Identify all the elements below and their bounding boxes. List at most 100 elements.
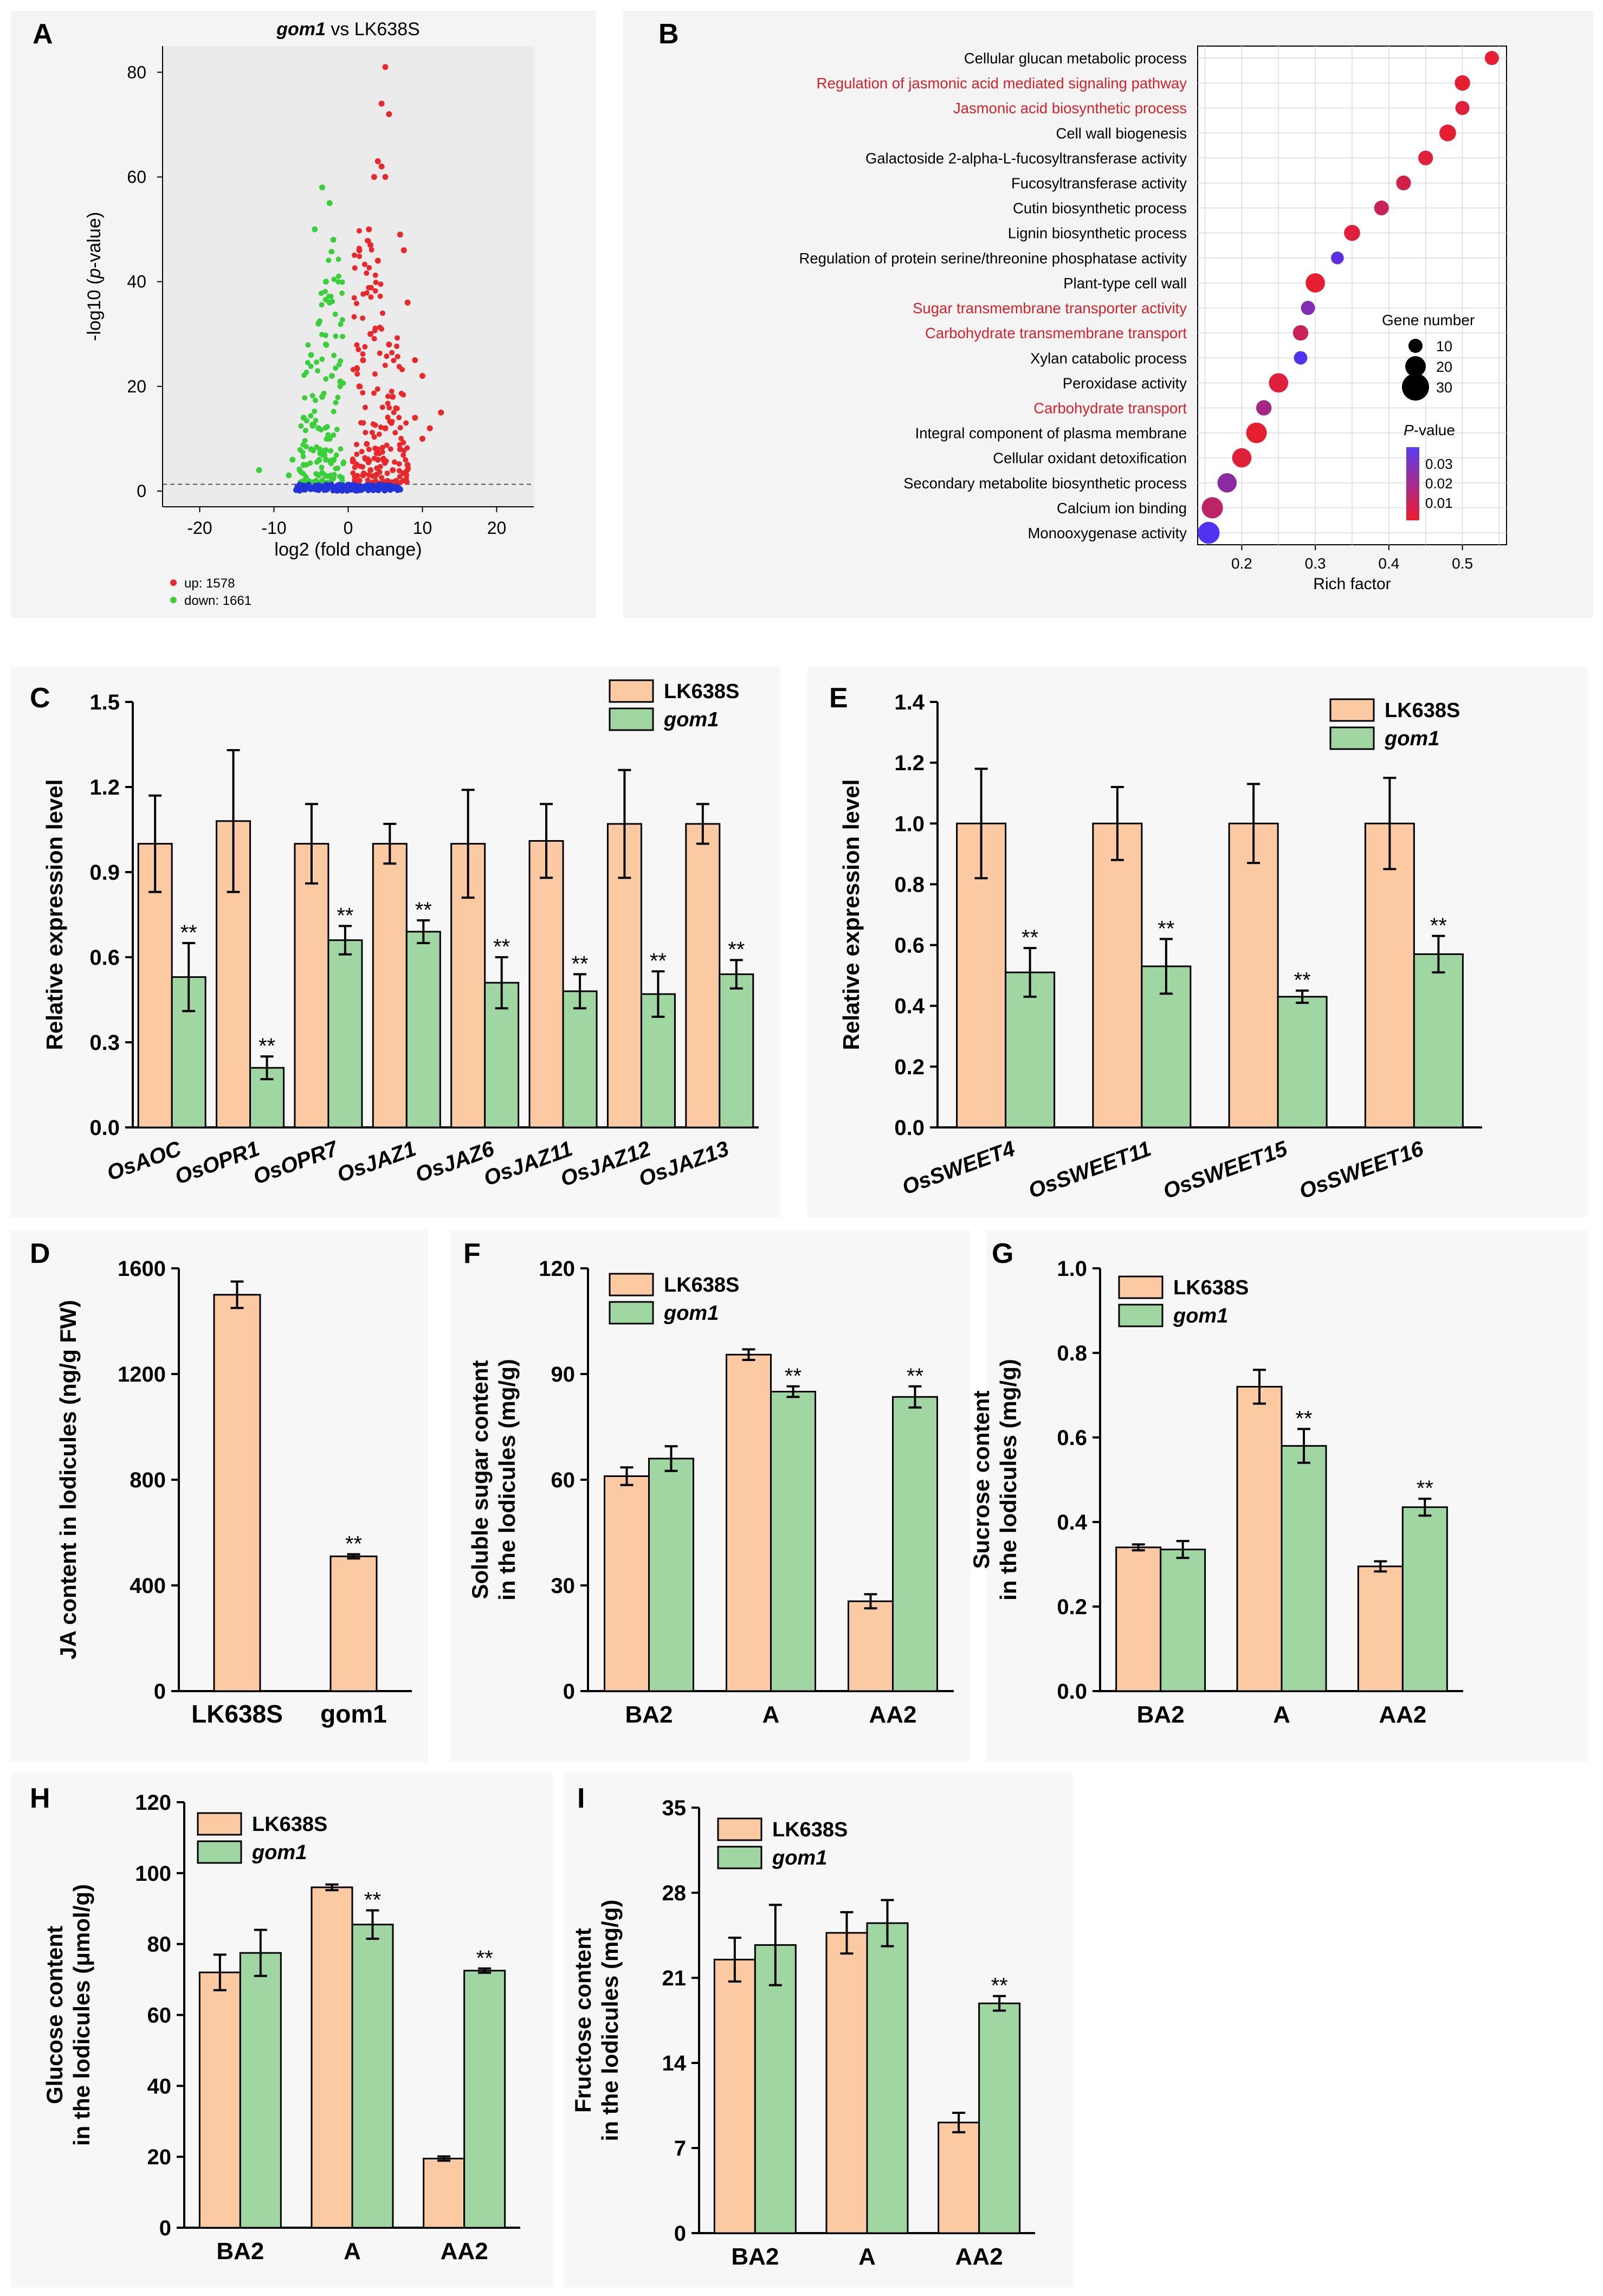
legend-label-i: gom1 [772,1847,827,1869]
bar-h [463,1970,506,2229]
volcano-point-up [412,357,418,364]
volcano-point-down [300,415,307,421]
volcano-point-ns [339,482,346,488]
bar-y-tick-label-h: 0 [159,2216,171,2240]
bar-c [372,843,408,1128]
volcano-point-up [369,429,375,435]
volcano-point-up [419,435,425,442]
volcano-point-up [356,247,363,254]
legend-swatch-f [609,1273,654,1297]
bar-category-label-i: AA2 [955,2243,1003,2270]
volcano-point-up [368,294,374,300]
bar-g [1236,1385,1283,1692]
volcano-point-up [353,300,359,306]
significance-mark-c: ** [728,938,745,962]
volcano-point-down [315,472,322,479]
bar-e [1277,996,1328,1128]
volcano-point-down [330,236,337,243]
bar-y-tick-label-d: 0 [154,1680,166,1704]
volcano-point-up [395,335,400,341]
volcano-point-up [376,431,382,437]
bar-y-label-line2-i: in the lodicules (mg/g) [597,1900,623,2142]
significance-mark-i: ** [991,1974,1008,1998]
bar-y-label-c: Relative expression level [42,779,67,1050]
volcano-point-down [326,299,333,306]
size-legend-label: 20 [1436,359,1452,375]
go-term-bubble [1256,400,1272,416]
bar-y-tick-label-g: 0.8 [1057,1342,1087,1365]
volcano-point-up [398,436,404,442]
volcano-y-label: -log10 (p-value) [84,212,105,341]
volcano-point-up [356,228,362,234]
volcano-point-up [374,257,381,264]
volcano-point-up [354,371,360,377]
bar-y-tick-label-f: 60 [551,1468,576,1492]
bar-d [329,1555,378,1692]
volcano-point-down [330,475,337,481]
size-legend-label: 10 [1436,338,1452,354]
significance-mark-e: ** [1430,914,1447,938]
go-term-label: Secondary metabolite biosynthetic proces… [903,475,1187,492]
significance-mark-f: ** [907,1364,923,1388]
panel-label-c: C [30,682,50,714]
volcano-point-up [367,242,374,248]
bar-h [239,1952,282,2229]
volcano-x-tick-label: -10 [261,518,286,538]
volcano-point-up [387,446,393,452]
volcano-point-down [322,296,328,302]
bar-y-label-line2-g: in the lodicules (mg/g) [996,1359,1021,1601]
bar-i [866,1922,909,2234]
volcano-point-down [315,320,322,327]
volcano-y-tick-label: 80 [127,62,146,82]
volcano-point-up [392,430,398,436]
significance-mark-e: ** [1158,917,1174,940]
volcano-point-down [319,302,325,308]
bar-i [978,2002,1021,2234]
volcano-point-down [322,288,328,294]
legend-swatch-i [717,1846,762,1869]
bar-y-label-line2-h: in the lodicules (μmol/g) [69,1884,94,2146]
volcano-point-down [319,332,325,338]
volcano-point-down [319,452,325,458]
volcano-point-down [300,454,306,460]
volcano-point-up [426,425,433,431]
volcano-point-down [308,352,314,358]
volcano-point-down [331,432,337,438]
volcano-point-down [333,333,339,339]
volcano-point-ns [326,482,333,489]
bar-category-label-g: A [1273,1701,1290,1728]
volcano-point-down [313,478,319,483]
volcano-point-up [351,295,357,301]
volcano-point-down [328,373,335,379]
volcano-point-down [338,321,344,327]
legend-label-h: gom1 [251,1841,307,1864]
volcano-point-down [328,448,334,454]
bar-category-label-h: AA2 [441,2238,488,2265]
volcano-point-up [366,472,372,478]
significance-mark-c: ** [415,898,432,922]
bar-c [405,931,441,1128]
volcano-point-up [364,290,370,296]
volcano-point-up [403,420,409,426]
volcano-point-down [326,435,333,442]
bar-category-label-d: gom1 [320,1700,387,1728]
bar-i [713,1958,756,2234]
bar-g [1357,1565,1404,1692]
bar-y-label-e: Relative expression level [838,779,864,1050]
legend-label-g: gom1 [1173,1305,1228,1327]
go-term-label: Monooxygenase activity [1028,525,1187,541]
legend-swatch-h [197,1812,242,1836]
volcano-point-up [366,265,372,270]
volcano-point-down [313,444,319,450]
volcano-point-up [385,401,391,407]
volcano-point-up [372,422,378,428]
bar-h [351,1924,394,2229]
legend-label-e: LK638S [1385,699,1460,722]
panel-label-e: E [829,682,848,714]
volcano-point-down [313,397,319,403]
volcano-point-down [319,478,326,484]
volcano-point-up [371,336,377,341]
volcano-point-up [378,424,384,430]
significance-mark-d: ** [345,1532,362,1556]
